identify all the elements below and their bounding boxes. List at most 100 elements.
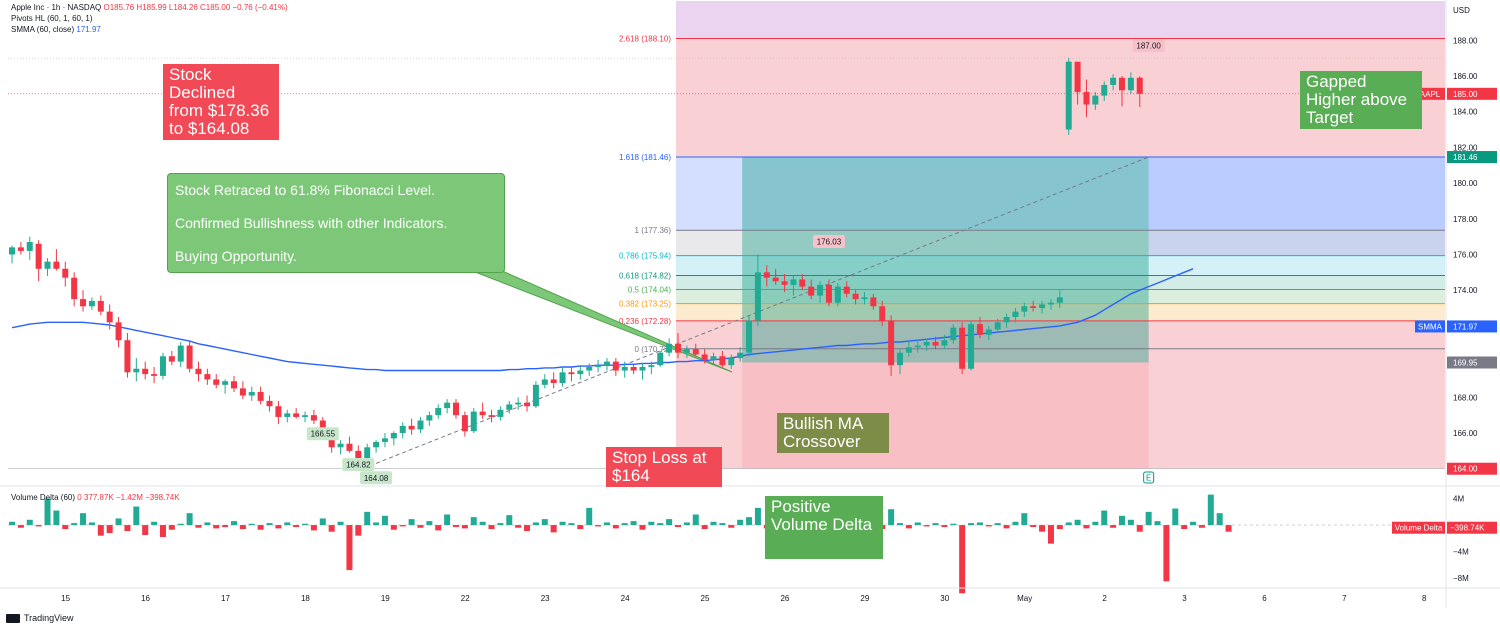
- candle: [9, 245, 15, 264]
- volume-delta-bar: [1101, 510, 1108, 526]
- candle-body: [683, 349, 690, 353]
- candle-body: [932, 341, 939, 346]
- volume-delta-bar: [932, 523, 939, 526]
- volume-delta-bar: [710, 521, 717, 526]
- candle-body: [870, 297, 877, 307]
- candle-body: [1127, 77, 1134, 91]
- candle-body: [62, 268, 69, 278]
- volume-delta-bar: [381, 515, 388, 526]
- candle-body: [151, 374, 158, 376]
- candle-body: [1092, 95, 1099, 105]
- volume-delta-bar: [595, 525, 602, 527]
- annotation-retraced-line-2: Confirmed Bullishness with other Indicat…: [175, 215, 448, 231]
- candle: [1056, 290, 1063, 309]
- volume-value-tag: −398.74K: [1450, 524, 1485, 533]
- volume-delta-bar: [9, 521, 15, 526]
- candle: [364, 443, 371, 460]
- price-tick-label: 180.00: [1453, 179, 1478, 188]
- candle-body: [195, 368, 202, 375]
- candle: [399, 422, 406, 439]
- time-tick-label: 24: [621, 594, 630, 603]
- price-tick-label: 166.00: [1453, 429, 1478, 438]
- candle: [106, 304, 113, 330]
- series-tag-box: [1415, 87, 1445, 100]
- volume-delta-bar: [586, 507, 593, 526]
- candle-body: [852, 293, 859, 300]
- candle: [905, 341, 912, 357]
- volume-delta-bar: [923, 525, 930, 527]
- candle: [524, 395, 531, 412]
- volume-delta-bar: [399, 525, 406, 527]
- candle-body: [497, 409, 504, 417]
- volume-delta-bar: [461, 525, 468, 529]
- volume-delta-bar: [408, 519, 415, 526]
- candle-body: [728, 358, 735, 366]
- volume-series-tag: Volume Delta: [1395, 524, 1443, 533]
- fib-label: 2.618 (188.10): [619, 34, 671, 43]
- candle-body: [914, 345, 921, 348]
- candle: [97, 295, 104, 316]
- candle: [959, 322, 966, 375]
- candle: [648, 361, 655, 375]
- candle-body: [80, 299, 87, 307]
- candle: [497, 406, 504, 421]
- volume-delta-bar: [80, 513, 87, 526]
- candle: [817, 281, 824, 303]
- candle: [976, 316, 983, 339]
- candle: [808, 279, 815, 300]
- volume-delta-bar: [1154, 521, 1161, 526]
- candle: [346, 436, 353, 453]
- candle-body: [905, 347, 912, 353]
- candle: [248, 386, 255, 401]
- candle: [559, 366, 566, 387]
- candle: [577, 365, 584, 380]
- candle-body: [772, 277, 779, 282]
- candle-body: [310, 415, 317, 421]
- fib-label: 0.786 (175.94): [619, 252, 671, 261]
- fib-zone: [676, 303, 1445, 321]
- candle-body: [417, 420, 424, 430]
- volume-delta-bar: [373, 522, 380, 526]
- price-tag-box: [1447, 151, 1497, 164]
- volume-delta-bar: [71, 523, 78, 526]
- candle: [195, 361, 202, 382]
- candle: [1047, 299, 1054, 310]
- time-tick-label: 7: [1342, 594, 1347, 603]
- volume-delta-bar: [541, 519, 548, 526]
- volume-delta-bar: [888, 509, 895, 526]
- candle-body: [408, 425, 415, 430]
- volume-delta-bar: [746, 517, 753, 526]
- candle-body: [763, 272, 770, 278]
- candle-body: [923, 341, 930, 346]
- candle: [719, 350, 726, 367]
- volume-delta-bar: [950, 523, 957, 526]
- candle: [1119, 75, 1125, 107]
- candle: [568, 366, 575, 382]
- candle-body: [346, 443, 353, 451]
- time-tick-label: 22: [461, 594, 470, 603]
- candle-body: [239, 388, 246, 396]
- fib-zone: [676, 275, 1445, 290]
- candle: [746, 315, 753, 357]
- candle: [621, 361, 628, 378]
- annotation-positive-delta: Positive Volume Delta: [765, 496, 883, 559]
- volume-delta-bar: [26, 519, 33, 526]
- candle: [213, 374, 220, 389]
- candle-body: [9, 247, 15, 255]
- candle: [284, 409, 291, 423]
- volume-delta-bar: [1119, 515, 1125, 526]
- candle-body: [124, 340, 131, 373]
- fib-label: 0.5 (174.04): [628, 285, 671, 294]
- fib-zone: [676, 289, 1445, 304]
- fib-zone: [676, 230, 1445, 256]
- volume-delta-bar: [444, 514, 451, 526]
- candle-body: [790, 279, 797, 285]
- time-tick-label: 6: [1262, 594, 1267, 603]
- volume-delta-bar: [1198, 525, 1205, 528]
- volume-delta-bar: [657, 523, 664, 526]
- candle: [275, 400, 282, 425]
- candle-body: [248, 391, 255, 396]
- candle: [1074, 61, 1081, 105]
- candle: [453, 399, 459, 419]
- candle-body: [710, 356, 717, 360]
